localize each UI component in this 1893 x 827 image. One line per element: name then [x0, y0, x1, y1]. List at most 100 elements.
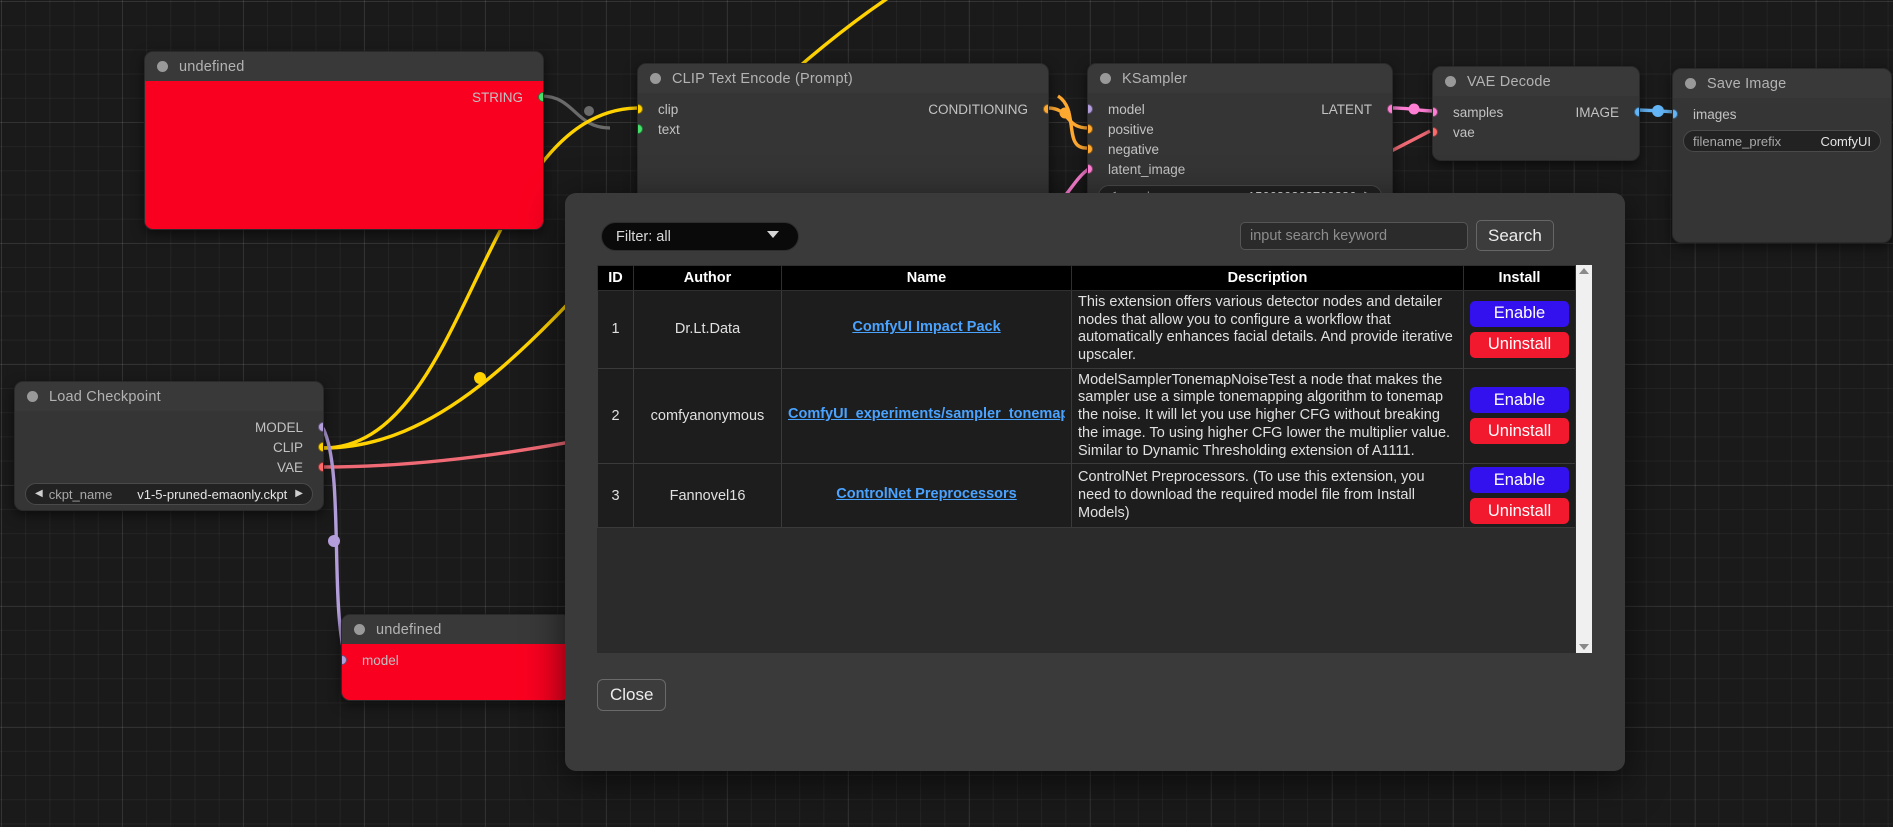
- widget-ckpt-name[interactable]: ◀ ckpt_name v1-5-pruned-emaonly.ckpt ▶: [25, 483, 313, 505]
- search-button[interactable]: Search: [1476, 220, 1554, 251]
- port-positive-in[interactable]: [1088, 124, 1093, 134]
- stepper-right-icon[interactable]: ▶: [295, 488, 303, 499]
- table-row: 2 comfyanonymous ComfyUI_experiments/sam…: [597, 367, 1575, 465]
- node-input-text[interactable]: text: [638, 119, 1048, 139]
- input-label: negative: [1108, 141, 1160, 157]
- node-body-error: model: [342, 644, 570, 700]
- wire-string-to-text: [540, 94, 611, 130]
- node-input-vae[interactable]: vae: [1433, 122, 1639, 142]
- scroll-down-icon[interactable]: [1579, 644, 1589, 650]
- port-latent-out[interactable]: [1387, 104, 1392, 114]
- table-scroll-area[interactable]: ID Author Name Description Install 1 Dr.…: [597, 265, 1575, 653]
- cell-description: ModelSamplerTonemapNoiseTest a node that…: [1071, 367, 1464, 465]
- node-collapse-icon[interactable]: [354, 624, 365, 635]
- node-output-conditioning[interactable]: CONDITIONING: [638, 99, 1048, 119]
- node-output-image[interactable]: IMAGE: [1433, 102, 1639, 122]
- port-vae-in[interactable]: [1433, 127, 1438, 137]
- node-output-string[interactable]: STRING: [145, 87, 543, 107]
- uninstall-button[interactable]: Uninstall: [1470, 498, 1569, 525]
- node-load-checkpoint[interactable]: Load Checkpoint MODEL CLIP VAE ◀ ckpt_na…: [14, 381, 324, 511]
- wire-dot-string: [584, 106, 594, 116]
- port-vae-out[interactable]: [318, 462, 323, 472]
- port-clip-out[interactable]: [318, 442, 323, 452]
- enable-button[interactable]: Enable: [1470, 467, 1569, 494]
- node-title-bar[interactable]: VAE Decode: [1433, 67, 1639, 96]
- close-button[interactable]: Close: [597, 679, 667, 711]
- node-title-bar[interactable]: Save Image: [1673, 69, 1891, 98]
- port-images-in[interactable]: [1673, 109, 1678, 119]
- port-model-in[interactable]: [342, 655, 347, 665]
- uninstall-button[interactable]: Uninstall: [1470, 418, 1569, 445]
- output-label: LATENT: [1321, 101, 1372, 117]
- table-vertical-scrollbar[interactable]: [1575, 265, 1592, 653]
- node-collapse-icon[interactable]: [27, 391, 38, 402]
- enable-button[interactable]: Enable: [1470, 300, 1569, 327]
- cell-description: This extension offers various detector n…: [1071, 290, 1464, 369]
- cell-id: 1: [597, 290, 634, 369]
- node-title-bar[interactable]: KSampler: [1088, 64, 1392, 93]
- port-negative-in[interactable]: [1088, 144, 1093, 154]
- node-title-bar[interactable]: undefined: [342, 615, 570, 644]
- node-undefined-bottom[interactable]: undefined model: [341, 614, 571, 701]
- node-input-images[interactable]: images: [1673, 104, 1891, 124]
- wire-dot-latent: [1408, 103, 1420, 115]
- node-body: clip CONDITIONING text: [638, 93, 1048, 147]
- cell-author: Dr.Lt.Data: [633, 290, 782, 369]
- node-title-text: VAE Decode: [1467, 73, 1551, 90]
- output-label: IMAGE: [1575, 104, 1619, 120]
- node-vae-decode[interactable]: VAE Decode samples IMAGE vae: [1432, 66, 1640, 161]
- node-title-bar[interactable]: CLIP Text Encode (Prompt): [638, 64, 1048, 93]
- node-input-positive[interactable]: positive: [1088, 119, 1392, 139]
- extension-manager-dialog: Filter: allFilter: installedFilter: not-…: [565, 193, 1625, 771]
- node-input-samples[interactable]: samples: [1433, 102, 1639, 122]
- extension-link[interactable]: ComfyUI_experiments/sampler_tonemap: [788, 405, 1065, 422]
- enable-button[interactable]: Enable: [1470, 387, 1569, 414]
- uninstall-button[interactable]: Uninstall: [1470, 331, 1569, 358]
- scroll-up-icon[interactable]: [1579, 268, 1589, 274]
- cell-install: Enable Uninstall: [1463, 367, 1575, 465]
- port-image-out[interactable]: [1634, 107, 1639, 117]
- stepper-left-icon[interactable]: ◀: [35, 488, 43, 499]
- node-collapse-icon[interactable]: [1685, 78, 1696, 89]
- cell-install: Enable Uninstall: [1463, 290, 1575, 369]
- node-title-bar[interactable]: undefined: [145, 52, 543, 81]
- node-collapse-icon[interactable]: [1100, 73, 1111, 84]
- extension-link[interactable]: ControlNet Preprocessors: [836, 485, 1017, 502]
- extensions-table: ID Author Name Description Install 1 Dr.…: [597, 265, 1575, 529]
- widget-label: ckpt_name: [48, 486, 113, 502]
- extension-link[interactable]: ComfyUI Impact Pack: [852, 319, 1001, 336]
- node-output-clip[interactable]: CLIP: [15, 437, 323, 457]
- widget-filename-prefix[interactable]: filename_prefix ComfyUI: [1683, 130, 1881, 152]
- node-title-bar[interactable]: Load Checkpoint: [15, 382, 323, 411]
- node-save-image[interactable]: Save Image images filename_prefix ComfyU…: [1672, 68, 1892, 243]
- node-collapse-icon[interactable]: [650, 73, 661, 84]
- port-conditioning-out[interactable]: [1043, 104, 1048, 114]
- node-title-text: Load Checkpoint: [49, 388, 161, 405]
- port-model-out[interactable]: [318, 422, 323, 432]
- filter-select[interactable]: Filter: allFilter: installedFilter: not-…: [601, 222, 799, 251]
- node-collapse-icon[interactable]: [1445, 76, 1456, 87]
- node-input-latent-image[interactable]: latent_image: [1088, 159, 1392, 179]
- node-output-model[interactable]: MODEL: [15, 417, 323, 437]
- node-input-clip[interactable]: clip: [638, 99, 1048, 119]
- port-latent-image-in[interactable]: [1088, 164, 1093, 174]
- port-string-out[interactable]: [538, 92, 543, 102]
- node-title-text: Save Image: [1707, 75, 1787, 92]
- node-output-latent[interactable]: LATENT: [1088, 99, 1392, 119]
- node-input-model[interactable]: model: [342, 650, 570, 670]
- node-input-negative[interactable]: negative: [1088, 139, 1392, 159]
- node-undefined-top[interactable]: undefined STRING: [144, 51, 544, 230]
- port-text-in[interactable]: [638, 124, 643, 134]
- cell-install: Enable Uninstall: [1463, 463, 1575, 529]
- search-input[interactable]: [1240, 222, 1468, 250]
- input-label: images: [1693, 106, 1737, 122]
- node-output-vae[interactable]: VAE: [15, 457, 323, 477]
- wire-dot-model: [328, 535, 340, 547]
- node-input-model[interactable]: model: [1088, 99, 1392, 119]
- col-header-install: Install: [1463, 265, 1575, 291]
- table-row: 3 Fannovel16 ControlNet Preprocessors Co…: [597, 463, 1575, 529]
- output-label: CLIP: [272, 439, 303, 455]
- widget-value: ComfyUI: [1820, 133, 1871, 149]
- node-collapse-icon[interactable]: [157, 61, 168, 72]
- table-head: ID Author Name Description Install: [597, 265, 1575, 291]
